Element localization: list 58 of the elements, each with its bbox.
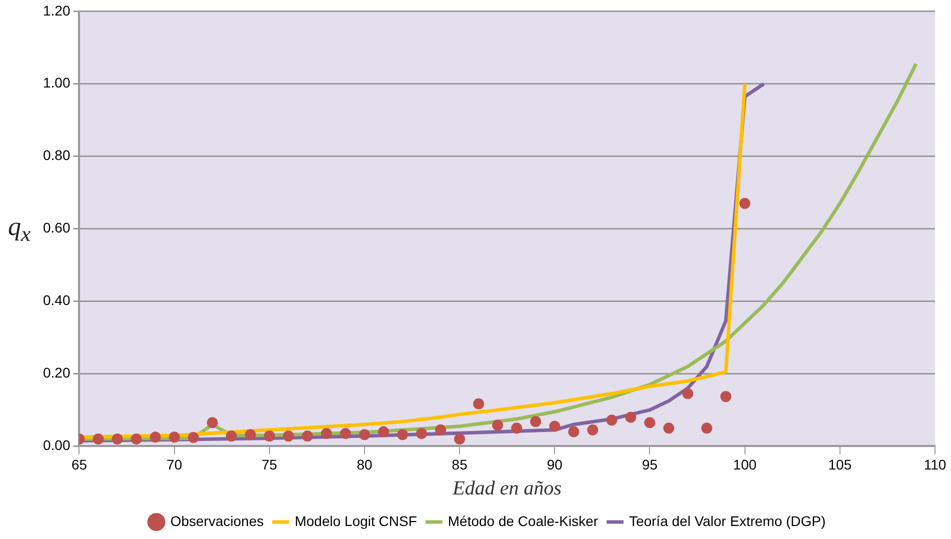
point [663,422,674,434]
point [435,424,446,436]
point [682,388,694,400]
point [473,398,484,410]
point [454,433,466,444]
point [188,432,199,444]
x-tick-label: 75 [262,456,278,472]
point [130,433,142,444]
point [226,430,237,442]
x-tick-label: 80 [356,456,372,472]
point [606,414,618,426]
point [320,428,332,440]
y-tick-label: 0.40 [43,292,70,308]
point [549,420,560,432]
x-axis-title: Edad en años [452,477,562,500]
point [112,433,123,444]
y-tick-label: 0.00 [43,437,70,454]
point [568,426,580,438]
point [644,417,656,428]
point [378,426,390,438]
x-tick-label: 90 [546,456,563,472]
point [168,432,180,443]
point [739,198,750,209]
point [587,424,598,436]
x-tick-label: 110 [924,456,946,472]
x-tick-label: 100 [733,456,757,472]
point [625,412,636,423]
x-tick-label: 85 [452,456,468,472]
point [701,422,712,434]
point [397,429,408,440]
point [264,430,275,442]
point [492,420,504,431]
point [511,422,522,434]
y-tick-label: 1.20 [43,2,70,18]
point [530,416,542,428]
y-axis-title: q$_{x}$ [8,212,31,248]
point [359,429,370,440]
point [206,417,218,428]
point [150,432,161,443]
point [720,391,732,402]
legend-label: Modelo Logit CNSF [294,512,417,529]
point [416,428,428,440]
x-tick-label: 95 [642,456,658,472]
x-tick-label: 65 [71,456,88,472]
x-tick-label: 70 [166,456,182,472]
legend-label: Teoría del Valor Extremo (DGP) [629,512,826,529]
y-tick-label: 0.60 [43,220,70,236]
point [340,428,351,440]
legend-label: Observaciones [170,512,264,529]
y-tick-label: 0.80 [43,147,70,164]
point [92,433,104,444]
point [282,430,294,442]
point [302,430,313,442]
y-tick-label: 0.20 [43,364,70,381]
y-tick-label: 1.00 [43,74,70,91]
point [244,429,256,440]
legend-label: Método de Coale-Kisker [448,512,598,529]
x-tick-label: 105 [828,456,852,472]
